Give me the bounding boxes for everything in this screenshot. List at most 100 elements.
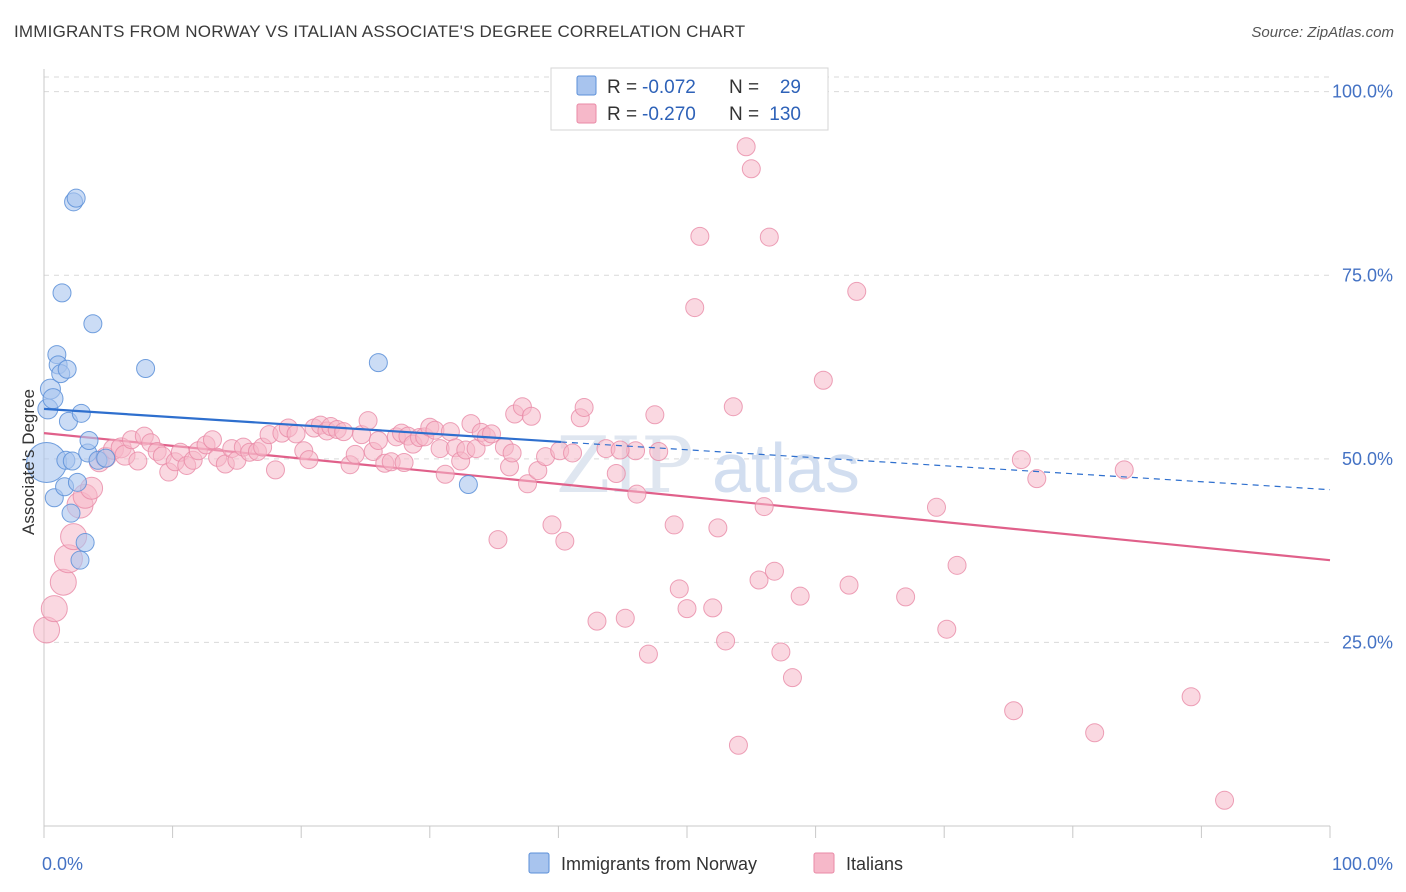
data-point-italians xyxy=(345,444,365,464)
data-point-norway xyxy=(79,430,99,450)
data-point-italians xyxy=(606,464,626,484)
y-tick-label: 50.0% xyxy=(1342,449,1393,469)
series-legend: Immigrants from Norway Italians xyxy=(528,852,903,874)
data-point-italians xyxy=(563,443,583,463)
data-point-italians xyxy=(749,570,769,590)
data-point-norway xyxy=(42,388,64,410)
data-point-italians xyxy=(649,442,669,461)
data-point-italians xyxy=(771,642,791,662)
data-point-italians xyxy=(937,619,957,639)
data-point-italians xyxy=(394,453,414,473)
source-credit: Source: ZipAtlas.com xyxy=(1251,24,1394,41)
data-point-italians xyxy=(202,430,222,450)
legend-r-label-norway: R = xyxy=(607,77,637,98)
gridlines xyxy=(44,76,1330,643)
data-point-norway xyxy=(57,359,77,379)
source-prefix: Source: xyxy=(1251,24,1308,41)
y-tick-labels: 25.0% 50.0% 75.0% 100.0% xyxy=(1332,82,1393,653)
data-point-norway xyxy=(136,359,156,379)
y-axis-title: Associate's Degree xyxy=(19,389,38,535)
legend-r-label-italians: R = xyxy=(607,104,637,125)
data-point-italians xyxy=(896,587,916,607)
bottom-legend-swatch-norway xyxy=(528,852,550,874)
data-point-italians xyxy=(627,484,647,504)
data-point-norway xyxy=(368,353,388,373)
trend-line-norway-extrapolated xyxy=(560,441,1331,491)
trend-line-norway xyxy=(43,407,562,444)
italians-points xyxy=(33,137,1235,810)
data-point-italians xyxy=(440,422,460,442)
source-link[interactable]: ZipAtlas.com xyxy=(1307,24,1394,41)
data-point-norway xyxy=(52,283,72,303)
legend-r-value-norway: -0.072 xyxy=(642,77,696,98)
data-point-italians xyxy=(759,227,779,247)
data-point-italians xyxy=(358,411,378,431)
data-point-italians xyxy=(587,611,607,631)
data-point-italians xyxy=(1215,790,1235,810)
legend-r-value-italians: -0.270 xyxy=(642,104,696,125)
data-point-norway xyxy=(62,451,82,471)
data-point-italians xyxy=(1004,701,1024,721)
data-point-italians xyxy=(40,595,68,623)
data-point-italians xyxy=(790,586,810,606)
data-point-italians xyxy=(488,530,508,550)
watermark-zip: ZIP xyxy=(556,421,694,511)
legend-n-label-norway: N = xyxy=(729,77,759,98)
data-point-italians xyxy=(690,226,710,246)
chart-title: IMMIGRANTS FROM NORWAY VS ITALIAN ASSOCI… xyxy=(14,22,746,41)
y-tick-label: 100.0% xyxy=(1332,82,1393,102)
data-point-norway xyxy=(75,533,95,553)
data-point-italians xyxy=(764,561,784,581)
data-point-norway xyxy=(96,448,116,468)
data-point-italians xyxy=(542,515,562,535)
data-point-italians xyxy=(368,430,388,450)
data-point-italians xyxy=(299,450,319,470)
data-point-italians xyxy=(518,474,538,494)
stats-legend-box xyxy=(550,67,829,131)
data-point-italians xyxy=(716,631,736,651)
data-point-italians xyxy=(1114,460,1134,480)
x-tick-label-max: 100.0% xyxy=(1332,854,1393,874)
data-point-norway xyxy=(83,314,103,334)
data-point-norway xyxy=(71,403,91,423)
bottom-legend-label-italians: Italians xyxy=(846,854,903,874)
data-point-italians xyxy=(847,281,867,301)
data-point-italians xyxy=(754,497,774,517)
data-point-italians xyxy=(813,370,833,390)
legend-swatch-norway xyxy=(576,75,597,96)
y-tick-label: 25.0% xyxy=(1342,632,1393,652)
data-point-italians xyxy=(926,497,946,517)
data-point-italians xyxy=(1011,450,1031,470)
data-point-italians xyxy=(708,518,728,538)
data-point-italians xyxy=(638,644,658,664)
data-point-italians xyxy=(128,451,148,471)
bottom-legend-label-norway: Immigrants from Norway xyxy=(561,854,757,874)
data-point-italians xyxy=(555,531,575,551)
data-point-italians xyxy=(521,406,541,426)
legend-n-label-italians: N = xyxy=(729,104,759,125)
data-point-norway xyxy=(66,188,86,208)
data-point-italians xyxy=(728,735,748,755)
data-point-italians xyxy=(265,460,285,480)
data-point-norway xyxy=(458,475,478,495)
data-point-italians xyxy=(645,405,665,425)
data-point-italians xyxy=(49,568,77,596)
data-point-italians xyxy=(947,555,967,575)
data-point-italians xyxy=(334,422,354,442)
data-point-italians xyxy=(435,464,455,484)
data-point-norway xyxy=(61,503,81,523)
data-point-italians xyxy=(677,599,697,619)
norway-points xyxy=(26,188,1331,570)
stats-legend: R = -0.072 N = 29 R = -0.270 N = 130 xyxy=(550,67,829,131)
watermark-atlas: atlas xyxy=(712,429,860,507)
bottom-legend-swatch-italians xyxy=(813,852,835,874)
legend-n-value-italians: 130 xyxy=(769,104,801,125)
data-point-italians xyxy=(703,598,723,618)
data-point-italians xyxy=(1085,723,1105,743)
data-point-italians xyxy=(664,515,684,535)
data-point-norway xyxy=(70,550,90,570)
legend-swatch-italians xyxy=(576,103,597,124)
y-tick-label: 75.0% xyxy=(1342,265,1393,285)
data-point-italians xyxy=(839,575,859,595)
